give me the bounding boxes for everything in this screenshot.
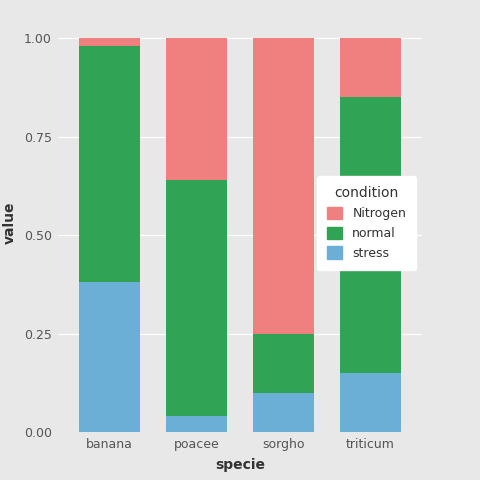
Bar <box>79 38 140 46</box>
Bar <box>253 38 314 334</box>
Bar <box>340 373 401 432</box>
Bar <box>253 334 314 393</box>
Bar <box>166 180 227 416</box>
X-axis label: specie: specie <box>215 457 265 471</box>
Y-axis label: value: value <box>3 202 17 244</box>
Bar <box>253 393 314 432</box>
Legend: Nitrogen, normal, stress: Nitrogen, normal, stress <box>317 176 416 270</box>
Bar <box>340 38 401 97</box>
Bar <box>340 97 401 373</box>
Bar <box>79 282 140 432</box>
Bar <box>79 46 140 282</box>
Bar <box>166 416 227 432</box>
Bar <box>166 38 227 180</box>
